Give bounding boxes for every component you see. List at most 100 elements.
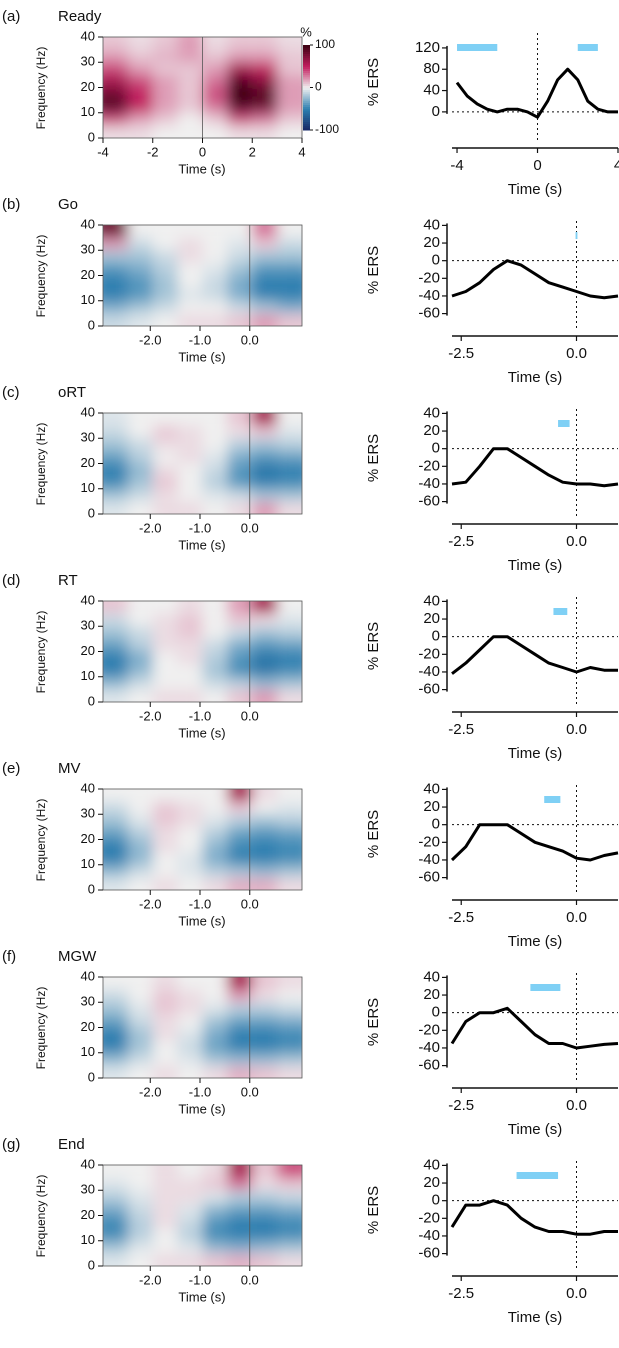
heatmap-cell [277, 74, 302, 88]
heatmap-cell [202, 826, 228, 840]
y-axis-label: % ERS [365, 810, 382, 858]
heatmap-cell [103, 877, 128, 890]
heatmap-cell [202, 638, 228, 652]
heatmap-cell [277, 877, 302, 890]
y-axis-label: % ERS [365, 998, 382, 1046]
heatmap-cell [227, 626, 253, 639]
heatmap-cell [227, 413, 253, 426]
y-tick-label: 10 [81, 104, 95, 119]
heatmap-cell [277, 864, 302, 878]
heatmap-cell [103, 438, 128, 451]
heatmap-cell [202, 237, 228, 251]
x-axis-label: Time (s) [508, 933, 562, 950]
heatmap-cell [227, 676, 253, 690]
colorbar-step [303, 119, 310, 122]
heatmap-cell [277, 1190, 302, 1203]
heatmap-cell [202, 501, 228, 514]
heatmap-cell [227, 689, 253, 702]
x-axis-label: Time (s) [178, 1289, 225, 1304]
x-tick-label: -1.0 [189, 1084, 211, 1099]
heatmap-cell [152, 826, 178, 840]
heatmap-cell [152, 1002, 178, 1015]
heatmap-cell [177, 237, 203, 251]
x-tick-label: 0.0 [241, 896, 259, 911]
heatmap-cell [277, 1202, 302, 1216]
y-tick-label: 0 [432, 1192, 440, 1209]
mean-line [450, 823, 619, 862]
y-tick-label: 0 [88, 505, 95, 520]
y-tick-label: 0 [88, 1257, 95, 1272]
y-tick-label: 30 [81, 242, 95, 257]
heatmap-cell [277, 814, 302, 827]
x-tick-label: 0 [199, 144, 206, 159]
heatmap-cell [103, 689, 128, 702]
heatmap-cell [152, 613, 178, 627]
heatmap-cell [152, 989, 178, 1003]
panel-label: (f) [2, 948, 16, 965]
colorbar-step [303, 91, 310, 95]
heatmap-cell [152, 1065, 178, 1078]
heatmap-cell [152, 789, 178, 802]
heatmap-cell [227, 501, 253, 514]
heatmap-cell [202, 463, 228, 477]
heatmap-cell [227, 1002, 253, 1015]
heatmap-cell [202, 100, 228, 113]
y-tick-label: -40 [418, 287, 440, 304]
heatmap-cell [277, 638, 302, 652]
heatmap-cell [127, 313, 153, 326]
heatmap-cell [127, 112, 153, 126]
heatmap-cell [252, 1228, 278, 1241]
y-tick-label: -40 [418, 663, 440, 680]
colorbar-step [303, 51, 310, 54]
heatmap-cell [177, 62, 203, 75]
heatmap-cell [177, 1190, 203, 1203]
colorbar-label: % [300, 24, 312, 39]
heatmap-cell [277, 49, 302, 63]
x-tick-label: -2.5 [448, 721, 474, 738]
y-tick-label: 30 [81, 618, 95, 633]
heatmap-cell [277, 300, 302, 314]
significance-bar [575, 232, 578, 239]
heatmap-cell [202, 601, 228, 614]
y-tick-label: 20 [423, 610, 440, 627]
heatmap-cell [177, 262, 203, 276]
heatmap-cell [152, 87, 178, 101]
colorbar-step [303, 74, 310, 78]
heatmap-cell [252, 1165, 278, 1178]
heatmap-cell [202, 262, 228, 276]
heatmap-cell [277, 1065, 302, 1078]
heatmap-cell [152, 877, 178, 890]
heatmap-cell [277, 237, 302, 251]
heatmap-cell [277, 839, 302, 853]
heatmap-cell [252, 1253, 278, 1266]
heatmap-cell [277, 125, 302, 138]
panel-label: (g) [2, 1136, 20, 1153]
y-tick-label: -60 [418, 869, 440, 886]
heatmap-clip [103, 977, 302, 1078]
heatmap-cell [177, 300, 203, 314]
heatmap-cell [177, 250, 203, 263]
heatmap-cell [127, 1253, 153, 1266]
heatmap-cell [252, 49, 278, 63]
heatmap-cell [227, 488, 253, 502]
heatmap-cell [103, 62, 128, 75]
heatmap-cell [152, 839, 178, 853]
heatmap-cell [103, 262, 128, 276]
heatmap-cell [127, 450, 153, 464]
heatmap-cell [202, 488, 228, 502]
heatmap-cell [127, 1215, 153, 1229]
heatmap-cell [252, 864, 278, 878]
heatmap-cell [103, 275, 128, 289]
heatmap-cell [202, 1253, 228, 1266]
colorbar-tick-label: 100 [315, 37, 335, 51]
heatmap-cell [202, 1065, 228, 1078]
colorbar-step [303, 83, 310, 86]
heatmap-cell [277, 689, 302, 702]
colorbar-tick-label: 0 [315, 80, 322, 94]
heatmap-cell [202, 1228, 228, 1241]
heatmap-cell [252, 789, 278, 802]
heatmap-cell [152, 651, 178, 665]
heatmap-cell [202, 977, 228, 990]
heatmap-cell [177, 450, 203, 464]
